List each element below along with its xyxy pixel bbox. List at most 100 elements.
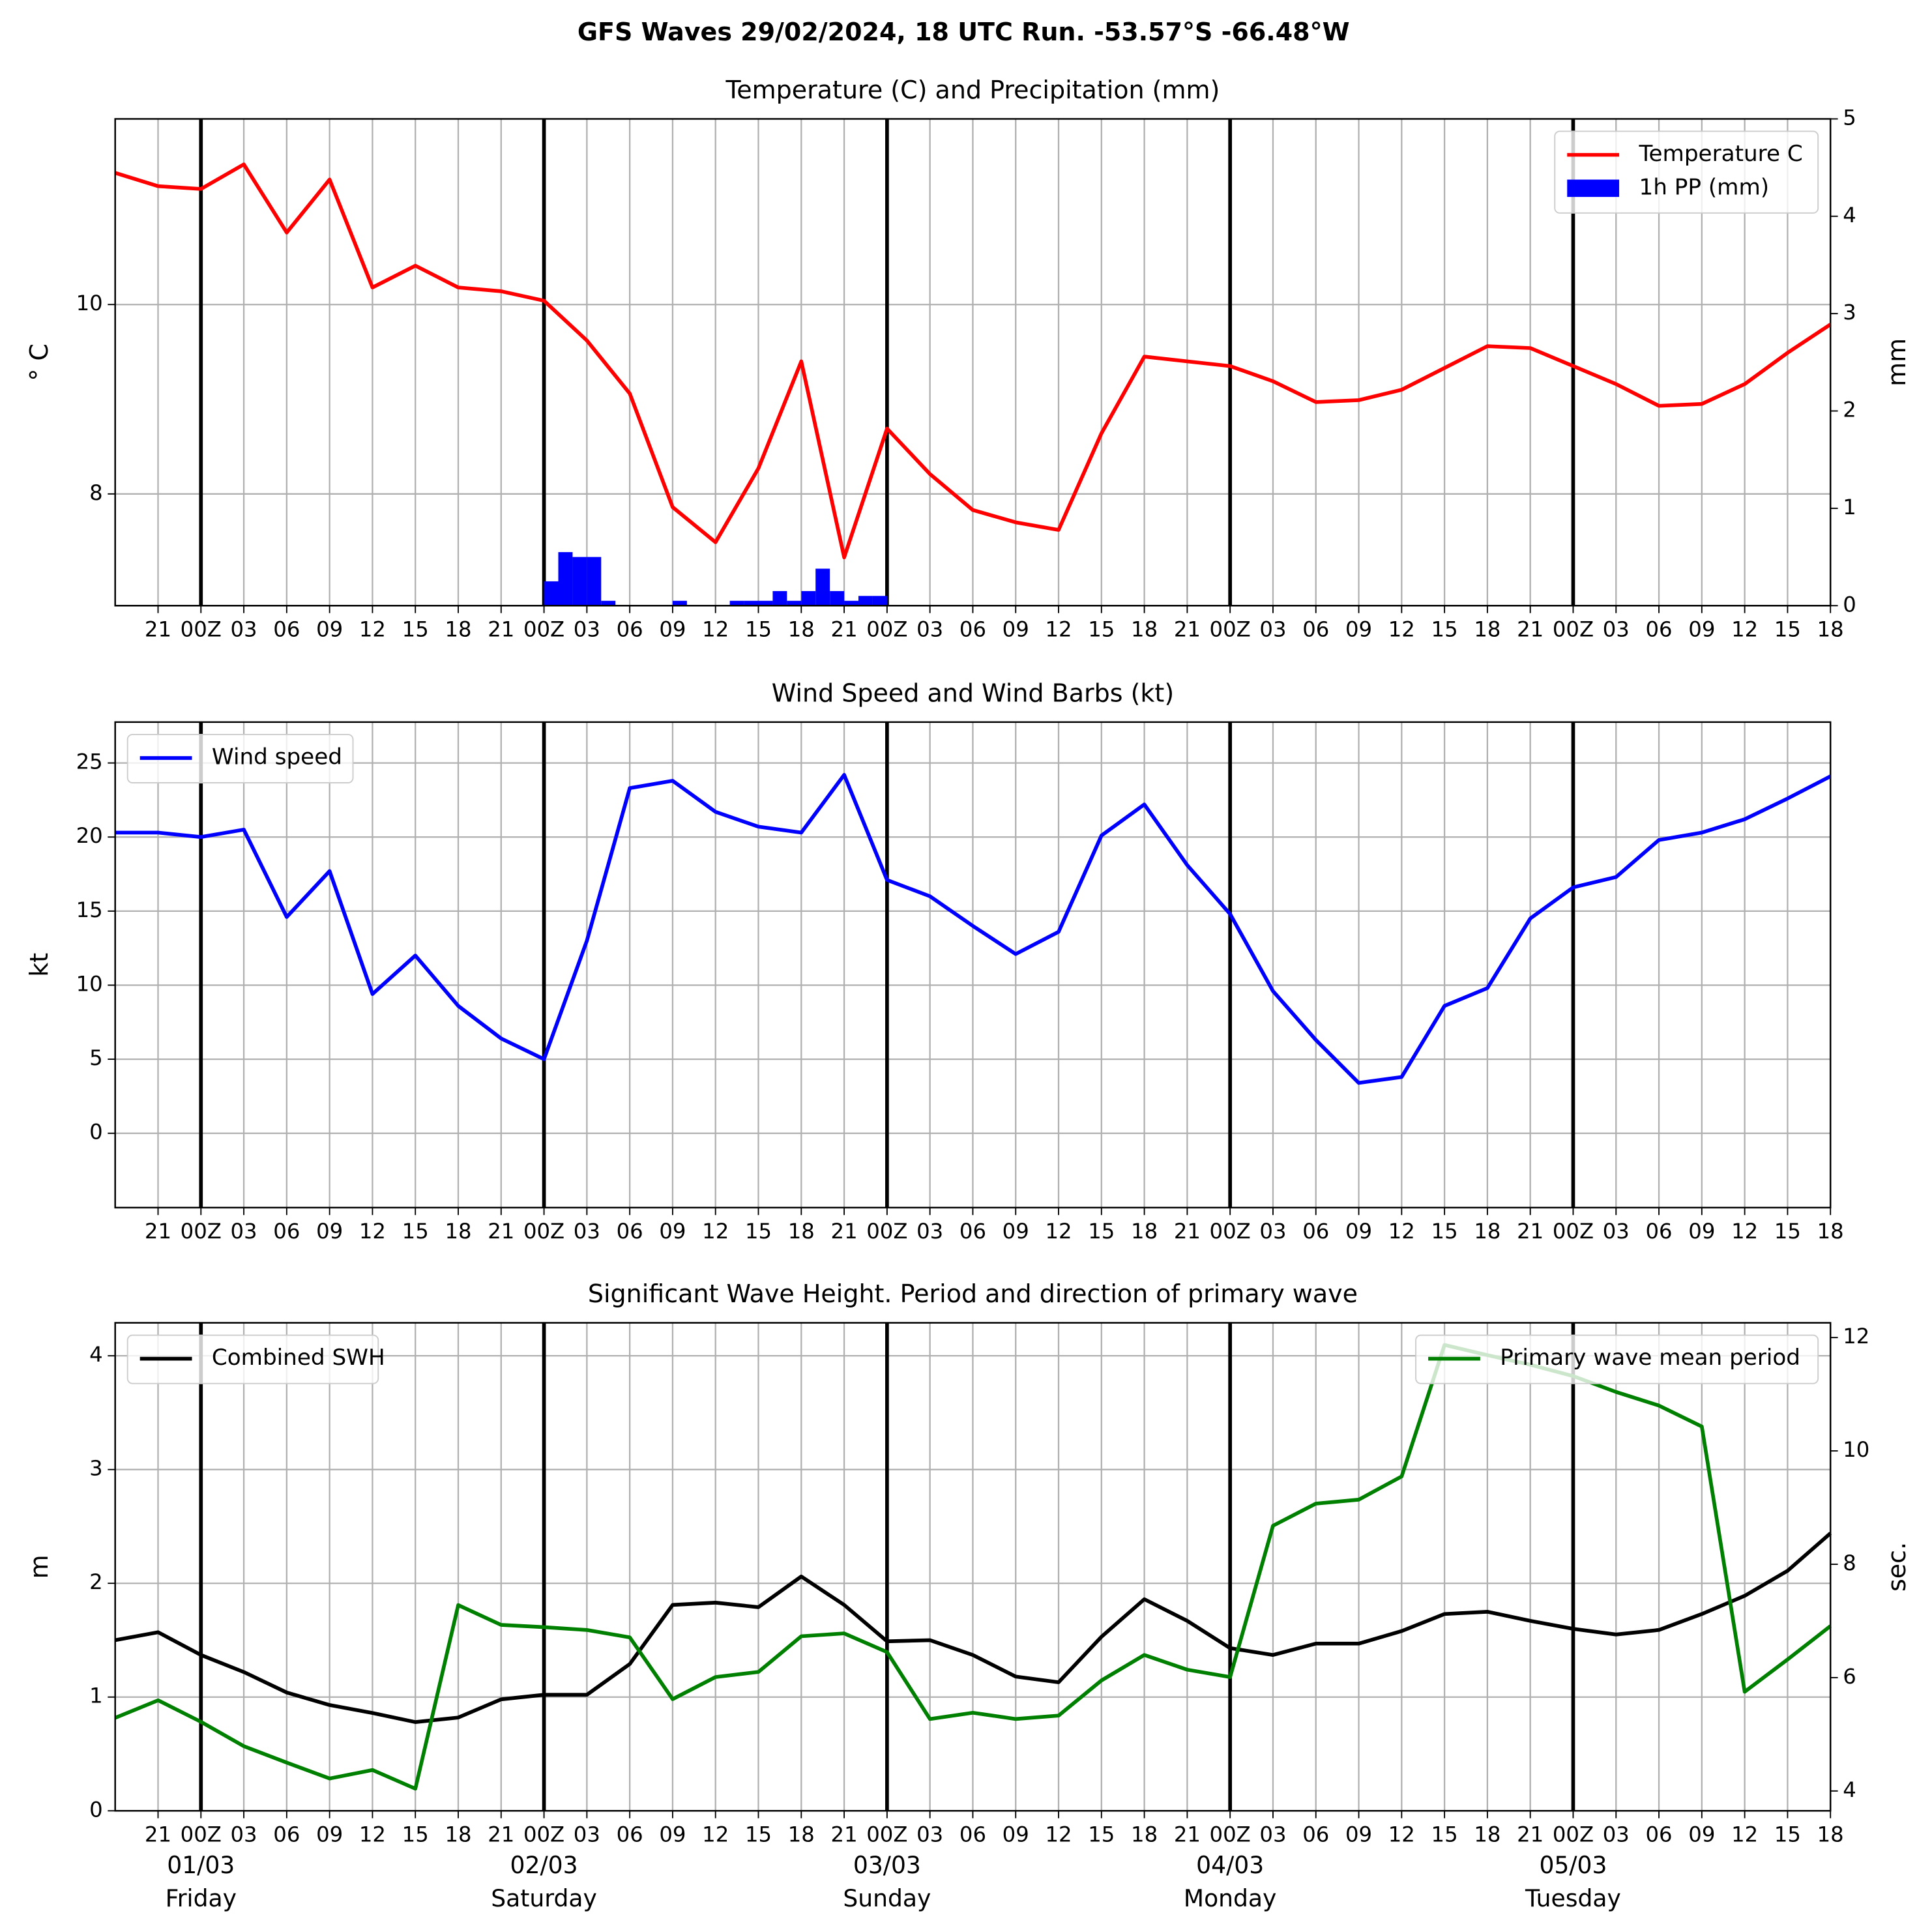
x-tick-label: 12 <box>1045 1219 1072 1244</box>
x-tick-label: 18 <box>1131 1822 1158 1846</box>
x-tick-label: 00Z <box>1210 1219 1251 1244</box>
x-tick-label: 21 <box>145 1219 171 1244</box>
x-tick-label: 21 <box>145 1822 171 1846</box>
x-tick-label: 09 <box>316 1219 343 1244</box>
x-tick-label: 12 <box>1388 1822 1415 1846</box>
date-label: 02/03 <box>510 1851 578 1879</box>
x-tick-label: 00Z <box>1553 617 1594 641</box>
x-tick-label: 12 <box>1045 617 1072 641</box>
x-tick-label: 09 <box>659 617 686 641</box>
x-tick-label: 18 <box>1131 617 1158 641</box>
x-tick-label: 09 <box>316 617 343 641</box>
x-tick-label: 15 <box>1431 617 1458 641</box>
x-tick-label: 06 <box>617 1219 643 1244</box>
day-label: Friday <box>166 1884 237 1912</box>
x-tick-label: 03 <box>1259 1219 1286 1244</box>
x-tick-label: 00Z <box>1210 1822 1251 1846</box>
x-tick-label: 21 <box>831 1219 858 1244</box>
x-tick-label: 06 <box>1645 1219 1672 1244</box>
x-tick-label: 12 <box>1388 1219 1415 1244</box>
x-tick-label: 12 <box>702 1219 729 1244</box>
x-tick-label: 12 <box>359 617 386 641</box>
x-tick-label: 09 <box>1688 1219 1715 1244</box>
x-tick-label: 15 <box>1774 1822 1801 1846</box>
figure-title: GFS Waves 29/02/2024, 18 UTC Run. -53.57… <box>578 18 1350 46</box>
precip-bar <box>587 557 602 606</box>
y2-axis-label: mm <box>1882 338 1911 387</box>
x-tick-label: 18 <box>1474 1822 1500 1846</box>
x-tick-label: 09 <box>1345 1822 1372 1846</box>
series-line <box>115 1532 1832 1724</box>
x-tick-label: 12 <box>702 1822 729 1846</box>
x-tick-label: 12 <box>359 1822 386 1846</box>
x-tick-label: 18 <box>788 1822 815 1846</box>
x-tick-label: 03 <box>574 1822 600 1846</box>
x-tick-label: 15 <box>402 1822 429 1846</box>
x-tick-label: 09 <box>1688 617 1715 641</box>
x-tick-label: 15 <box>745 1219 772 1244</box>
y-tick-label: 3 <box>89 1456 103 1481</box>
y-tick-label: 2 <box>89 1569 103 1594</box>
x-tick-label: 12 <box>359 1219 386 1244</box>
x-tick-label: 21 <box>1517 1219 1544 1244</box>
date-label: 04/03 <box>1196 1851 1264 1879</box>
x-tick-label: 15 <box>1431 1219 1458 1244</box>
x-tick-label: 00Z <box>1553 1822 1594 1846</box>
precip-bar <box>844 600 859 606</box>
x-tick-label: 03 <box>1603 1219 1630 1244</box>
x-tick-label: 12 <box>1045 1822 1072 1846</box>
y2-tick-label: 0 <box>1843 592 1856 617</box>
x-tick-label: 12 <box>1731 1219 1758 1244</box>
y2-tick-label: 8 <box>1843 1551 1856 1575</box>
y2-tick-label: 2 <box>1843 398 1856 422</box>
panel-title: Temperature (C) and Precipitation (mm) <box>725 76 1220 104</box>
x-tick-label: 18 <box>1131 1219 1158 1244</box>
precip-bar <box>572 557 587 606</box>
y2-tick-label: 5 <box>1843 105 1856 130</box>
y-tick-label: 10 <box>76 971 103 996</box>
day-label: Monday <box>1184 1884 1276 1912</box>
x-tick-label: 06 <box>617 617 643 641</box>
y-tick-label: 10 <box>76 291 103 315</box>
y-tick-label: 15 <box>76 897 103 922</box>
x-tick-label: 21 <box>1517 617 1544 641</box>
x-tick-label: 09 <box>1345 1219 1372 1244</box>
y-tick-label: 5 <box>89 1045 103 1070</box>
x-tick-label: 21 <box>1517 1822 1544 1846</box>
y-tick-label: 0 <box>89 1797 103 1822</box>
plot-frame <box>114 1322 1832 1812</box>
x-tick-label: 18 <box>1817 1822 1844 1846</box>
precip-bar <box>729 600 744 606</box>
x-tick-label: 00Z <box>181 1822 222 1846</box>
x-tick-label: 09 <box>1003 1219 1029 1244</box>
plot-frame <box>114 118 1832 607</box>
legend-box <box>1415 1334 1819 1384</box>
precip-bar <box>758 600 773 606</box>
legend-box <box>1554 130 1819 214</box>
x-tick-label: 15 <box>1088 1822 1115 1846</box>
x-tick-label: 12 <box>1388 617 1415 641</box>
day-label: Tuesday <box>1525 1884 1621 1912</box>
x-tick-label: 18 <box>1474 1219 1500 1244</box>
y2-tick-label: 4 <box>1843 1777 1856 1802</box>
x-tick-label: 06 <box>1645 617 1672 641</box>
x-tick-label: 00Z <box>523 1219 564 1244</box>
x-tick-label: 21 <box>145 617 171 641</box>
precip-bar <box>744 600 759 606</box>
x-tick-label: 18 <box>788 1219 815 1244</box>
y2-axis-label: sec. <box>1882 1542 1911 1592</box>
x-tick-label: 18 <box>788 617 815 641</box>
x-tick-label: 03 <box>231 617 257 641</box>
x-tick-label: 21 <box>488 617 514 641</box>
x-tick-label: 15 <box>1088 617 1115 641</box>
x-tick-label: 06 <box>1302 1219 1329 1244</box>
precip-bar <box>872 596 887 606</box>
precip-bar <box>672 600 687 606</box>
precip-bar <box>858 596 873 606</box>
x-tick-label: 03 <box>231 1822 257 1846</box>
x-tick-label: 03 <box>916 1219 943 1244</box>
x-tick-label: 00Z <box>523 1822 564 1846</box>
x-tick-label: 03 <box>916 617 943 641</box>
x-tick-label: 03 <box>916 1822 943 1846</box>
